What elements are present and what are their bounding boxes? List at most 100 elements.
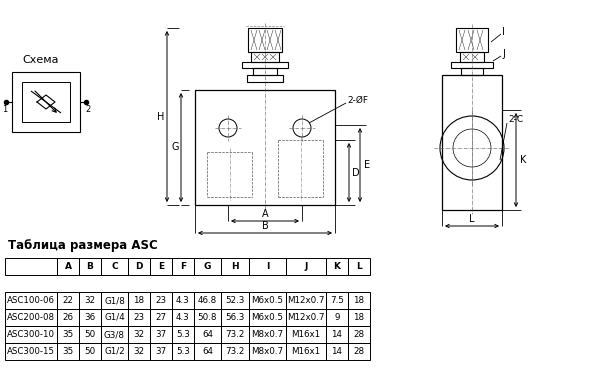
Text: M8x0.7: M8x0.7 [251,330,284,339]
Text: 64: 64 [202,330,213,339]
Bar [22,82,70,122]
Text: 35: 35 [62,347,74,356]
Text: 18: 18 [133,296,145,305]
Bar [101,258,128,275]
Text: 7.5: 7.5 [330,296,344,305]
Bar [128,309,150,326]
Bar [286,326,326,343]
Text: 50: 50 [85,347,95,356]
Text: 32: 32 [133,347,145,356]
Bar [172,326,194,343]
Bar [194,258,221,275]
Text: 14: 14 [331,330,343,339]
Bar [5,258,57,275]
Text: 27: 27 [155,313,167,322]
Text: 5.3: 5.3 [176,347,190,356]
Bar [57,326,79,343]
Text: 1: 1 [2,104,8,113]
Text: 73.2: 73.2 [226,347,245,356]
Bar [248,28,282,52]
Bar [172,292,194,309]
Text: A: A [262,209,268,219]
Text: E: E [158,262,164,271]
Bar [5,343,57,360]
Bar [194,292,221,309]
Bar [195,90,335,205]
Text: G: G [204,262,211,271]
Bar [221,309,249,326]
Text: 9: 9 [334,313,340,322]
Bar [128,258,150,275]
Text: A: A [65,262,71,271]
Text: J: J [304,262,308,271]
Bar [172,343,194,360]
Bar [57,343,79,360]
Bar [348,309,370,326]
Text: 32: 32 [133,330,145,339]
Text: 4.3: 4.3 [176,313,190,322]
Text: J: J [502,49,505,59]
Text: 64: 64 [202,347,213,356]
Bar [249,258,286,275]
Text: G1/2: G1/2 [104,347,125,356]
Bar [286,258,326,275]
Bar [249,326,286,343]
Text: 35: 35 [62,330,74,339]
Text: 2-C: 2-C [508,116,523,124]
Bar [128,343,150,360]
Bar [172,309,194,326]
Bar [150,309,172,326]
Bar [194,309,221,326]
Text: 23: 23 [133,313,145,322]
Bar [5,326,57,343]
Text: 36: 36 [85,313,95,322]
Bar [461,68,483,75]
Text: M8x0.7: M8x0.7 [251,347,284,356]
Bar [221,258,249,275]
Bar [221,292,249,309]
Bar [5,309,57,326]
Bar [348,326,370,343]
Bar [101,309,128,326]
Text: 28: 28 [353,330,365,339]
Text: M12x0.7: M12x0.7 [287,313,325,322]
Text: D: D [352,167,360,178]
Bar [194,326,221,343]
Bar [249,292,286,309]
Text: M6x0.5: M6x0.5 [251,313,284,322]
Bar [57,309,79,326]
Text: ASC100-06: ASC100-06 [7,296,55,305]
Bar [249,309,286,326]
Text: 37: 37 [155,347,167,356]
Text: M6x0.5: M6x0.5 [251,296,284,305]
Bar [286,309,326,326]
Text: G: G [171,143,179,152]
Text: G1/4: G1/4 [104,313,125,322]
Bar [12,72,80,132]
Text: 32: 32 [85,296,95,305]
Text: ASC300-10: ASC300-10 [7,330,55,339]
Bar [79,309,101,326]
Bar [194,343,221,360]
Text: C: C [111,262,118,271]
Bar [326,343,348,360]
Bar [79,326,101,343]
Text: ASC200-08: ASC200-08 [7,313,55,322]
Bar [101,326,128,343]
Text: Таблица размера ASC: Таблица размера ASC [8,239,158,251]
Bar [79,292,101,309]
Bar [348,292,370,309]
Text: 5.3: 5.3 [176,330,190,339]
Text: H: H [157,112,164,121]
Text: 23: 23 [155,296,167,305]
Text: 4.3: 4.3 [176,296,190,305]
Text: L: L [356,262,362,271]
Bar [251,52,279,62]
Text: 18: 18 [353,313,365,322]
Bar [128,326,150,343]
Text: M16x1: M16x1 [292,330,320,339]
Bar [247,75,283,82]
Text: B: B [262,221,268,231]
Bar [150,258,172,275]
Text: 46.8: 46.8 [198,296,217,305]
